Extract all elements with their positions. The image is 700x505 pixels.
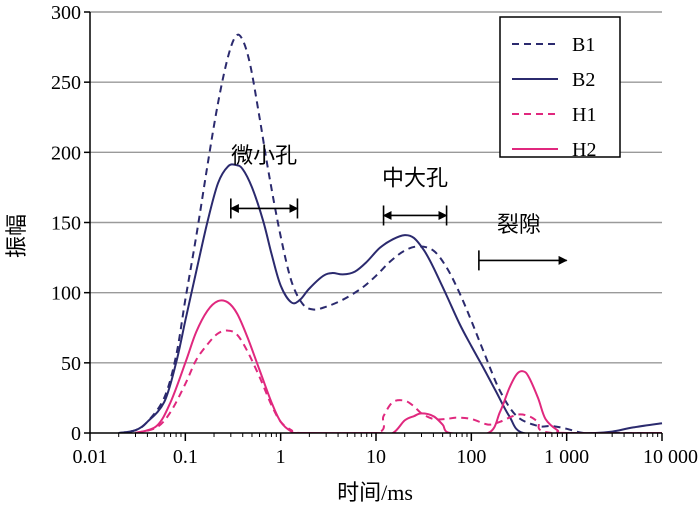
y-axis-label: 振幅 [4,214,29,258]
grid [90,11,662,364]
legend-box [499,16,621,158]
legend-label-b1: B1 [572,34,595,56]
x-tick-label: 0.01 [73,446,108,468]
x-axis-label: 时间/ms [337,480,413,505]
x-tick-label: 10 [366,446,386,468]
series-line-b1 [118,33,662,433]
y-tick-label: 300 [51,2,81,24]
x-tick-label: 1 000 [544,446,589,468]
series-line-h1 [135,329,662,433]
series-line-b2 [118,163,663,433]
y-tick-label: 150 [51,213,81,235]
axes: 0 50 100 150 200 250 300 0.01 0.1 1 10 100 1 000 10 0… [51,2,698,468]
legend-label-h1: H1 [572,104,596,126]
y-tick-label: 50 [61,353,81,375]
x-tick-label: 10 000 [643,446,698,468]
x-tick-label: 1 [276,446,286,468]
annotation-label: 裂隙 [497,212,541,237]
x-tick-label: 0.1 [173,446,198,468]
y-tick-label: 100 [51,283,81,305]
series-group [118,33,663,433]
legend-label-b2: B2 [572,69,595,91]
y-tick-label: 0 [71,423,81,445]
x-tick-label: 100 [456,446,486,468]
y-tick-label: 200 [51,142,81,164]
annotation-label: 微小孔 [231,143,297,168]
y-tick-label: 250 [51,72,81,94]
series-line-h2 [135,299,662,433]
legend-label-h2: H2 [572,139,596,161]
legend: B1 B2 H1 H2 [499,16,621,161]
annotation-label: 中大孔 [382,166,448,191]
